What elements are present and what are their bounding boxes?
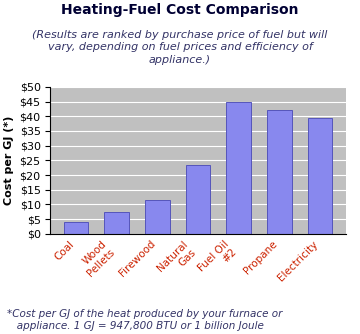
- Bar: [267, 110, 292, 234]
- Text: (Results are ranked by purchase price of fuel but will
vary, depending on fuel p: (Results are ranked by purchase price of…: [32, 30, 328, 65]
- Text: Heating-Fuel Cost Comparison: Heating-Fuel Cost Comparison: [61, 3, 299, 17]
- Bar: [226, 102, 251, 234]
- Text: *Cost per GJ of the heat produced by your furnace or
   appliance. 1 GJ = 947,80: *Cost per GJ of the heat produced by you…: [7, 309, 283, 331]
- Bar: [64, 222, 88, 234]
- Bar: [145, 200, 170, 234]
- Bar: [308, 118, 332, 234]
- Y-axis label: Cost per GJ (*): Cost per GJ (*): [4, 116, 14, 205]
- Bar: [104, 212, 129, 234]
- Bar: [186, 165, 210, 234]
